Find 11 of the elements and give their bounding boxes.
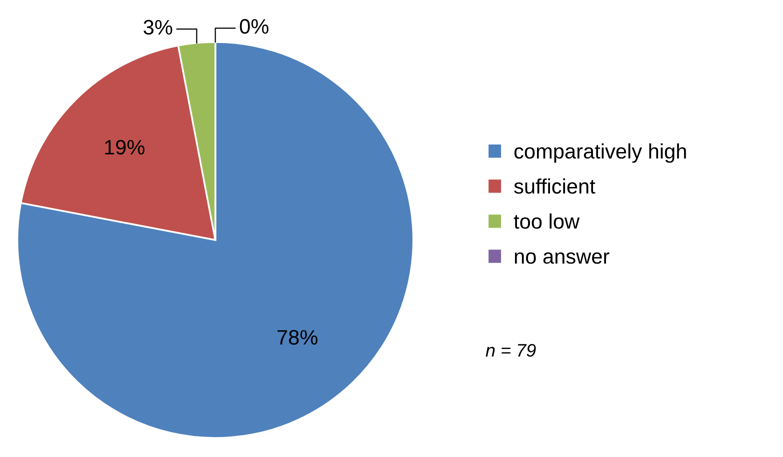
text: 0% (240, 19, 268, 34)
data-label: 19% (105, 140, 144, 155)
text: n = 79 (486, 344, 536, 357)
pie-slice (20, 44, 216, 241)
legend-label: too low (514, 213, 580, 229)
data-label: 3% (144, 20, 172, 35)
legend-label: no answer (514, 252, 610, 264)
pie-slice (16, 41, 414, 439)
legend-label: sufficient (514, 178, 596, 194)
legend-label: comparatively high (514, 143, 686, 163)
data-label: 78% (278, 330, 318, 345)
